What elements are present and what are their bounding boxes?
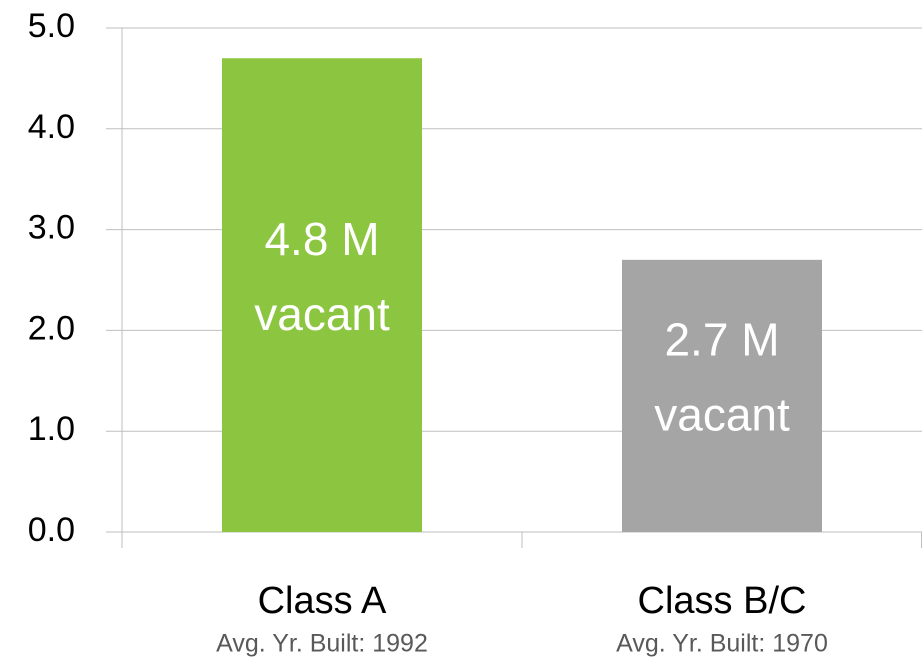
bar-annotation: 2.7 M <box>664 314 779 366</box>
y-tick-label: 1.0 <box>28 410 75 448</box>
y-tick-label: 4.0 <box>28 108 75 146</box>
y-tick-label: 3.0 <box>28 209 75 247</box>
y-tick-label: 0.0 <box>28 511 75 549</box>
x-tick-sublabel: Avg. Yr. Built: 1970 <box>616 630 828 658</box>
bar <box>222 58 422 533</box>
bar <box>622 259 822 532</box>
x-tick-sublabel: Avg. Yr. Built: 1992 <box>216 630 428 658</box>
x-tick-label: Class B/C <box>638 580 807 622</box>
bar-annotation: vacant <box>254 288 390 340</box>
bar-annotation: vacant <box>654 389 790 441</box>
y-tick-label: 5.0 <box>28 7 75 45</box>
bar-annotation: 4.8 M <box>264 213 379 265</box>
y-tick-label: 2.0 <box>28 309 75 347</box>
x-tick-label: Class A <box>258 580 387 622</box>
